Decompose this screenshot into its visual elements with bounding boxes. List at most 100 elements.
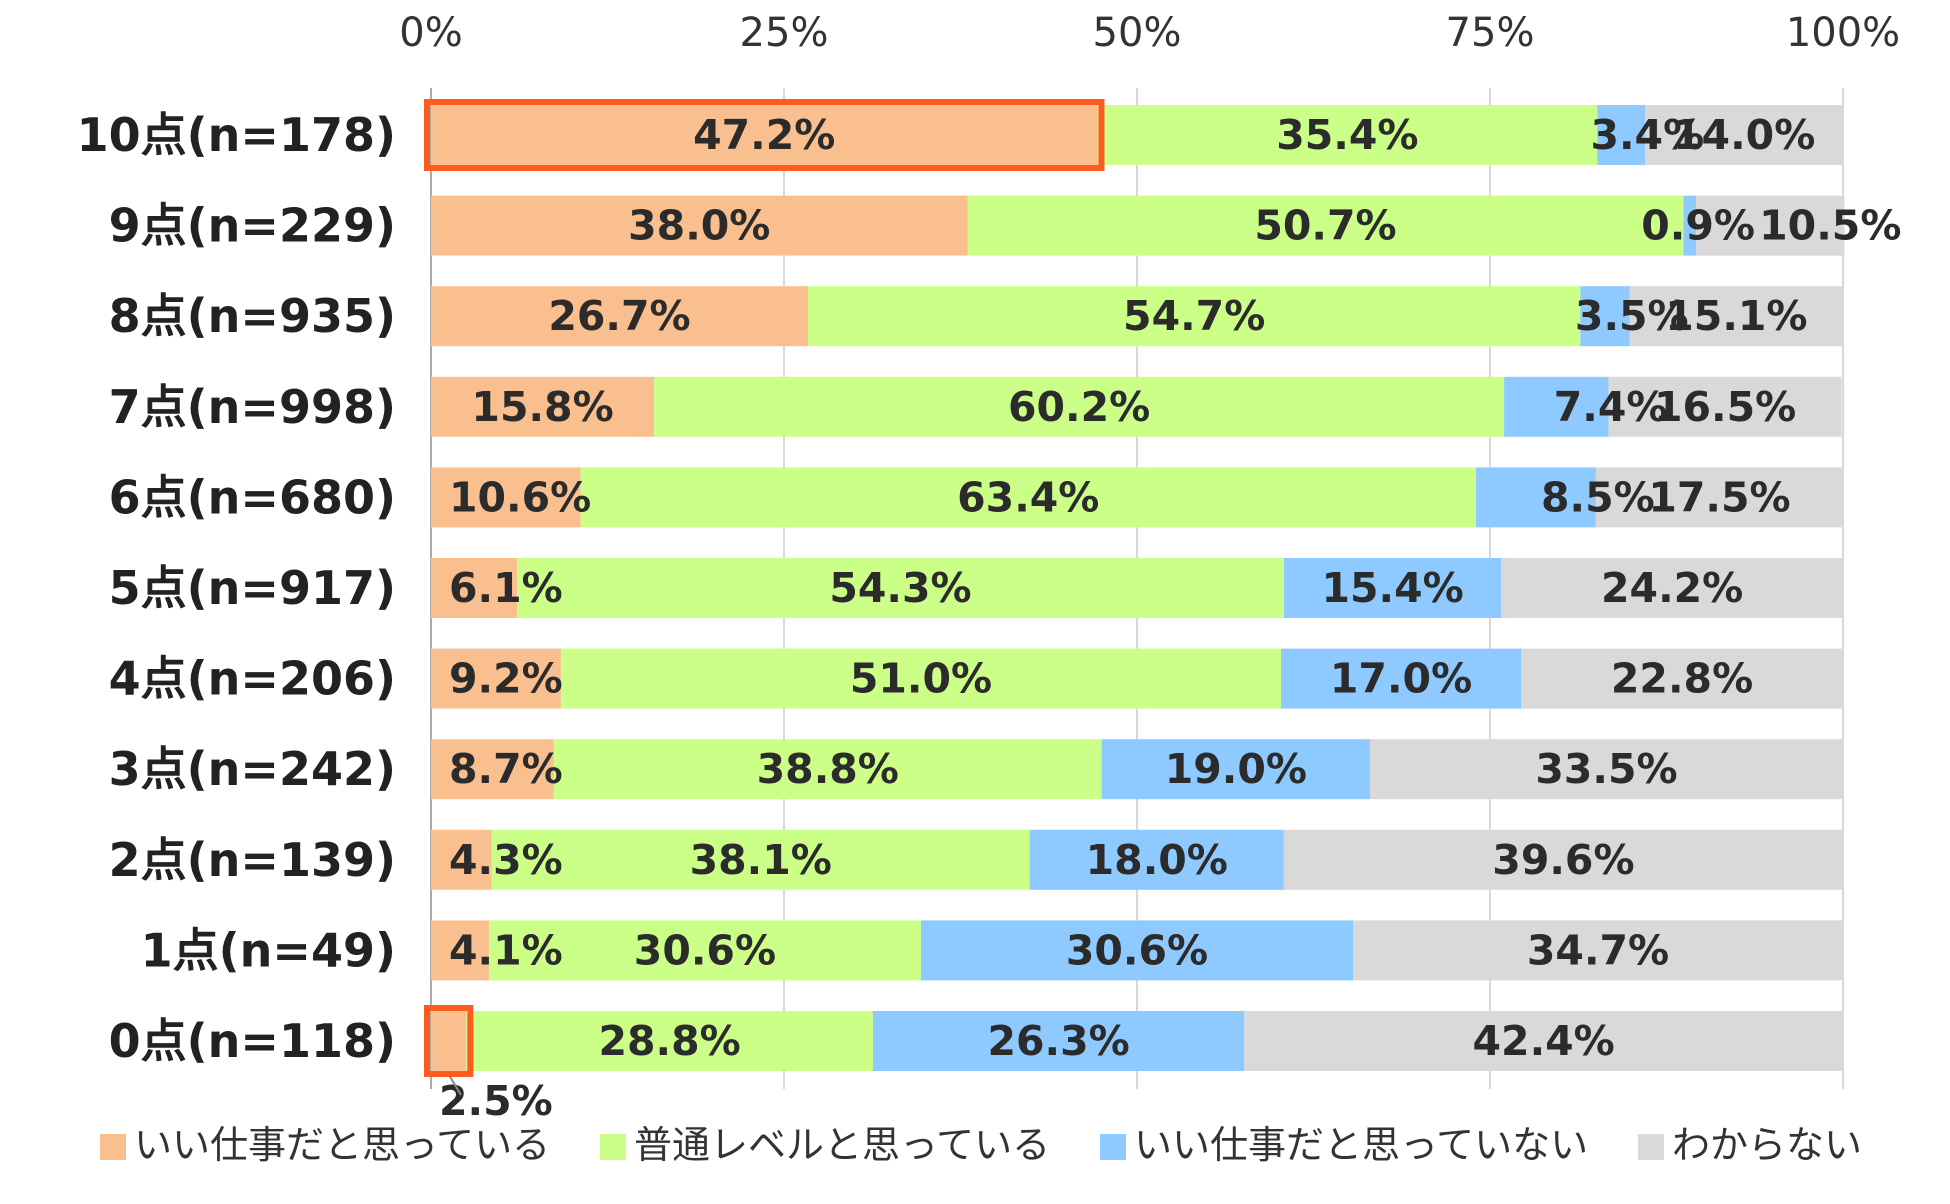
bar-segment [431, 558, 518, 618]
category-label: 1点(n=49) [141, 923, 396, 977]
category-labels: 10点(n=178) 9点(n=229) 8点(n=935) 7点(n=998) 6点(… [77, 108, 396, 1068]
bar-segment [1475, 467, 1596, 528]
category-label: 5点(n=917) [109, 561, 396, 615]
data-label: 30.6% [634, 926, 776, 974]
bar-segment [431, 286, 809, 347]
data-label: 3.4% [1590, 111, 1704, 159]
data-label: 8.7% [449, 745, 563, 793]
x-tick-label: 25% [740, 10, 829, 56]
bar-segment [654, 376, 1505, 437]
legend-label: わからない [1672, 1123, 1862, 1167]
leader-line [448, 1074, 462, 1096]
data-label: 4.3% [449, 836, 563, 884]
data-label: 39.6% [1492, 836, 1634, 884]
data-label: 7.4% [1554, 383, 1668, 431]
bar-segment [431, 467, 581, 528]
bar-segment [808, 286, 1581, 347]
data-label: 17.0% [1330, 655, 1472, 703]
legend-label: いい仕事だと思っていない [1134, 1123, 1588, 1167]
data-label: 15.1% [1665, 292, 1807, 340]
bar-segment [1696, 195, 1845, 256]
bar-segment [431, 648, 561, 709]
bar-segment [431, 739, 554, 800]
data-label: 0.9% [1641, 202, 1755, 250]
bar-segment [1597, 105, 1646, 165]
bar-segment [1283, 558, 1502, 618]
data-label: 26.3% [988, 1017, 1130, 1065]
data-label: 14.0% [1673, 111, 1815, 159]
bar-segment [1501, 558, 1843, 618]
data-label: 38.8% [757, 745, 899, 793]
data-label: 30.6% [1066, 926, 1208, 974]
bar-segment [431, 829, 492, 890]
data-labels: 47.2% 35.4% 3.4%14.0% 38.0% 50.7% 0.9% 10.5% 26… [439, 111, 1901, 1125]
x-tick-label: 100% [1786, 10, 1900, 56]
category-label: 8点(n=935) [109, 289, 396, 343]
bar-segment [1281, 648, 1522, 709]
bar-segment [466, 1011, 873, 1071]
bar-segment [920, 920, 1354, 981]
bar-segment [431, 105, 1098, 165]
bar-segment [1353, 920, 1843, 981]
bar-segment [967, 195, 1684, 256]
data-label: 2.5% [439, 1077, 553, 1125]
bar-segment [1244, 1011, 1843, 1071]
bar-segment [1029, 829, 1284, 890]
data-label: 10.6% [449, 473, 591, 521]
bar-segment [1645, 105, 1843, 165]
legend-label: いい仕事だと思っている [134, 1123, 550, 1167]
category-label: 4点(n=206) [109, 652, 396, 706]
x-axis-ticks: 0% 25% 50% 75% 100% [399, 10, 1900, 56]
highlight-box [424, 99, 1105, 171]
data-label: 19.0% [1165, 745, 1307, 793]
data-label: 17.5% [1648, 473, 1790, 521]
data-label: 54.7% [1123, 292, 1265, 340]
bar-segment [1097, 105, 1598, 165]
data-label: 60.2% [1008, 383, 1150, 431]
bar-segment [1580, 286, 1630, 347]
data-label: 18.0% [1086, 836, 1228, 884]
category-label: 10点(n=178) [77, 108, 396, 162]
bar-segment [1608, 376, 1842, 437]
legend-swatch [600, 1134, 626, 1160]
bar-segment [517, 558, 1284, 618]
data-label: 16.5% [1654, 383, 1796, 431]
bar-segment [1595, 467, 1843, 528]
data-label: 6.1% [449, 564, 563, 612]
data-label: 15.8% [471, 383, 613, 431]
bar-segment [491, 829, 1030, 890]
data-label: 50.7% [1254, 202, 1396, 250]
category-label: 7点(n=998) [109, 380, 396, 434]
bar-segment [1101, 739, 1370, 800]
x-tick-label: 0% [399, 10, 462, 56]
data-label: 47.2% [693, 111, 835, 159]
x-tick-label: 50% [1093, 10, 1182, 56]
category-label: 6点(n=680) [109, 470, 396, 524]
data-label: 9.2% [449, 655, 563, 703]
data-label: 63.4% [957, 473, 1099, 521]
bar-segment [1504, 376, 1609, 437]
data-label: 3.5% [1575, 292, 1689, 340]
data-label: 4.1% [449, 926, 563, 974]
data-label: 38.1% [690, 836, 832, 884]
legend-swatch [100, 1134, 126, 1160]
data-label: 54.3% [829, 564, 971, 612]
category-label: 0点(n=118) [109, 1014, 396, 1068]
data-label: 8.5% [1541, 473, 1655, 521]
bar-segment [488, 920, 921, 981]
highlight-box [424, 1005, 474, 1077]
data-label: 15.4% [1321, 564, 1463, 612]
bar-segment [1283, 829, 1843, 890]
data-label: 34.7% [1527, 926, 1669, 974]
data-label: 10.5% [1759, 202, 1901, 250]
bar-segment [431, 376, 655, 437]
bar-segment [431, 195, 968, 256]
bar-segment [1629, 286, 1843, 347]
data-label: 33.5% [1535, 745, 1677, 793]
bar-segment [431, 1011, 467, 1071]
bar-segment [1683, 195, 1697, 256]
data-label: 26.7% [548, 292, 690, 340]
data-label: 51.0% [850, 655, 992, 703]
legend: いい仕事だと思っている 普通レベルと思っている いい仕事だと思っていない わからない [100, 1123, 1862, 1167]
